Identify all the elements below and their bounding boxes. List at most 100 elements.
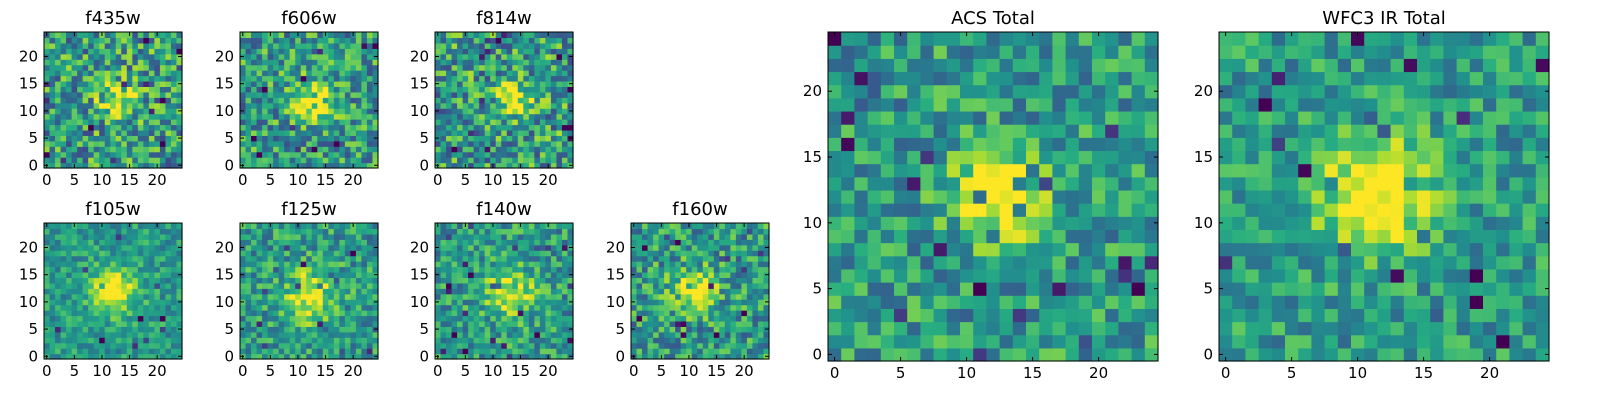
heatmap-cell	[121, 293, 128, 300]
heatmap-cell	[240, 75, 247, 82]
heatmap-cell	[256, 48, 263, 55]
heatmap-cell	[556, 315, 563, 322]
heatmap-cell	[675, 250, 682, 257]
heatmap-cell	[440, 97, 447, 104]
heatmap-cell	[82, 299, 89, 306]
heatmap-cell	[545, 299, 552, 306]
heatmap-cell	[137, 42, 144, 49]
heatmap-cell	[82, 42, 89, 49]
heatmap-cell	[435, 129, 442, 136]
heatmap-cell	[165, 310, 172, 317]
heatmap-cell	[44, 151, 51, 158]
heatmap-cell	[49, 288, 56, 295]
heatmap-cell	[121, 86, 128, 93]
heatmap-cell	[306, 102, 313, 109]
heatmap-cell	[669, 293, 676, 300]
heatmap-cell	[440, 32, 447, 39]
heatmap-cell	[93, 135, 100, 142]
heatmap-cell	[143, 32, 150, 39]
heatmap-cell	[137, 75, 144, 82]
heatmap-cell	[920, 242, 935, 257]
heatmap-cell	[93, 113, 100, 120]
heatmap-cell	[457, 86, 464, 93]
heatmap-cell	[691, 348, 698, 355]
heatmap-cell	[159, 261, 167, 268]
heatmap-cell	[284, 135, 291, 142]
heatmap-cell	[132, 239, 139, 246]
heatmap-cell	[708, 277, 715, 284]
heatmap-cell	[289, 299, 296, 306]
heatmap-cell	[907, 163, 921, 178]
heatmap-cell	[148, 140, 155, 147]
heatmap-cell	[170, 348, 178, 355]
heatmap-cell	[854, 334, 869, 349]
heatmap-cell	[170, 304, 178, 311]
heatmap-cell	[1065, 163, 1080, 178]
heatmap-cell	[512, 53, 519, 60]
heatmap-cell	[262, 271, 269, 278]
heatmap-cell	[44, 320, 51, 327]
heatmap-cell	[1105, 308, 1119, 323]
heatmap-cell	[523, 348, 530, 355]
heatmap-cell	[49, 162, 56, 169]
heatmap-cell	[1065, 255, 1080, 270]
x-tick-label: 20	[735, 362, 754, 380]
heatmap-cell	[473, 140, 480, 147]
heatmap-cell	[245, 255, 252, 262]
heatmap-cell	[647, 326, 654, 333]
heatmap-cell	[545, 86, 552, 93]
heatmap-cell	[284, 113, 291, 120]
heatmap-cell	[71, 124, 78, 131]
heatmap-cell	[894, 203, 908, 217]
heatmap-cell	[366, 37, 374, 44]
heatmap-cell	[946, 308, 961, 323]
heatmap-cell	[88, 119, 95, 126]
heatmap-cell	[658, 293, 665, 300]
y-tick-label: 5	[28, 129, 38, 147]
heatmap-cell	[306, 337, 313, 344]
heatmap-cell	[355, 140, 363, 147]
heatmap-cell	[339, 310, 346, 317]
heatmap-cell	[440, 255, 447, 262]
heatmap-cell	[137, 277, 144, 284]
heatmap-cell	[642, 261, 649, 268]
heatmap-cell	[137, 53, 144, 60]
heatmap-cell	[675, 304, 682, 311]
heatmap-cell	[719, 228, 726, 235]
heatmap-cell	[512, 337, 519, 344]
x-tick-label: 0	[42, 171, 52, 189]
heatmap-cell	[344, 140, 351, 147]
heatmap-cell	[251, 140, 258, 147]
heatmap-cell	[44, 146, 51, 153]
heatmap-cell	[735, 255, 742, 262]
heatmap-cell	[567, 342, 574, 349]
heatmap-cell	[278, 157, 285, 164]
heatmap-cell	[752, 342, 759, 349]
heatmap-cell	[66, 151, 73, 158]
heatmap-cell	[322, 75, 329, 82]
heatmap-cell	[99, 266, 106, 273]
heatmap-cell	[245, 239, 252, 246]
heatmap-cell	[66, 124, 73, 131]
heatmap-cell	[328, 288, 335, 295]
heatmap-cell	[550, 299, 558, 306]
heatmap-cell	[115, 299, 122, 306]
heatmap-cell	[907, 282, 921, 296]
heatmap-cell	[71, 151, 78, 158]
heatmap-cell	[675, 315, 682, 322]
heatmap-cell	[372, 146, 379, 153]
heatmap-cell	[132, 255, 139, 262]
heatmap-cell	[104, 80, 111, 87]
heatmap-cell	[933, 163, 948, 178]
heatmap-cell	[468, 299, 475, 306]
heatmap-cell	[534, 239, 541, 246]
heatmap-cell	[121, 337, 128, 344]
heatmap-cell	[484, 37, 491, 44]
heatmap-cell	[973, 334, 987, 349]
heatmap-cell	[567, 146, 574, 153]
heatmap-cell	[907, 347, 921, 362]
heatmap-cell	[473, 271, 480, 278]
heatmap-cell	[49, 228, 56, 235]
heatmap-cell	[372, 97, 379, 104]
heatmap-cell	[49, 91, 56, 98]
